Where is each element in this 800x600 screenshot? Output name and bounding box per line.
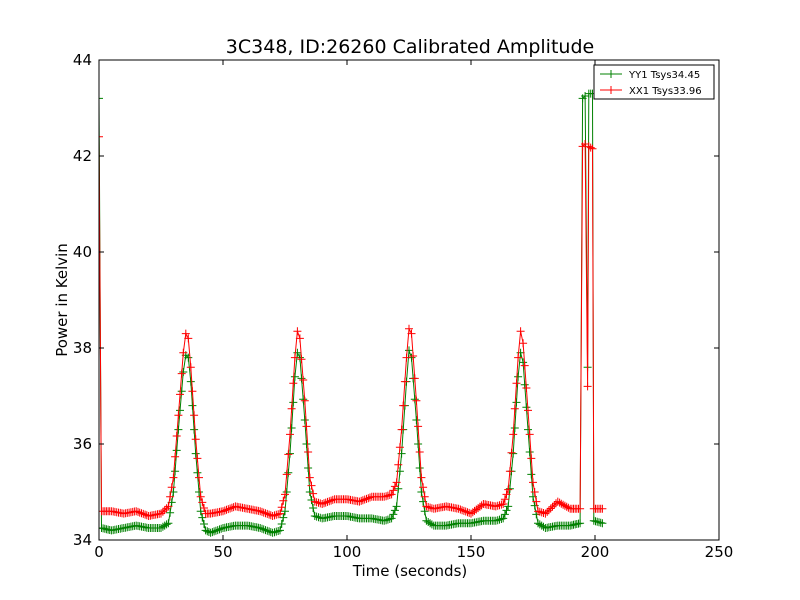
y-tick-label: 34 [73,531,92,549]
series-1 [99,132,607,520]
plot-frame [98,59,720,541]
legend-marker [607,86,615,94]
tick-layer: 0 50 100 150 200 250 34 36 38 40 42 44 [73,51,733,561]
legend-label: YY1 Tsys34.45 [628,70,700,81]
x-axis-label: Time (seconds) [352,562,468,580]
x-tick-label: 150 [457,543,486,561]
y-tick-label: 36 [73,435,92,453]
series-markers [99,132,607,520]
chart-title: 3C348, ID:26260 Calibrated Amplitude [226,36,594,58]
legend-box [593,64,715,100]
y-axis-label: Power in Kelvin [53,243,71,357]
x-tick-label: 0 [94,543,104,561]
y-tick-label: 42 [73,147,92,165]
legend-label: XX1 Tsys33.96 [629,86,702,97]
legend: YY1 Tsys34.45 XX1 Tsys33.96 [593,64,715,100]
series-line [99,136,603,517]
y-tick-label: 44 [73,51,92,69]
y-tick-label: 40 [73,243,92,261]
x-tick-label: 100 [333,543,362,561]
series-markers [99,89,607,537]
x-tick-label: 200 [581,543,610,561]
y-tick-label: 38 [73,339,92,357]
x-tick-label: 50 [213,543,232,561]
x-tick-label: 250 [705,543,734,561]
series-0 [99,89,607,537]
series-layer [99,89,607,537]
legend-marker [607,70,615,78]
